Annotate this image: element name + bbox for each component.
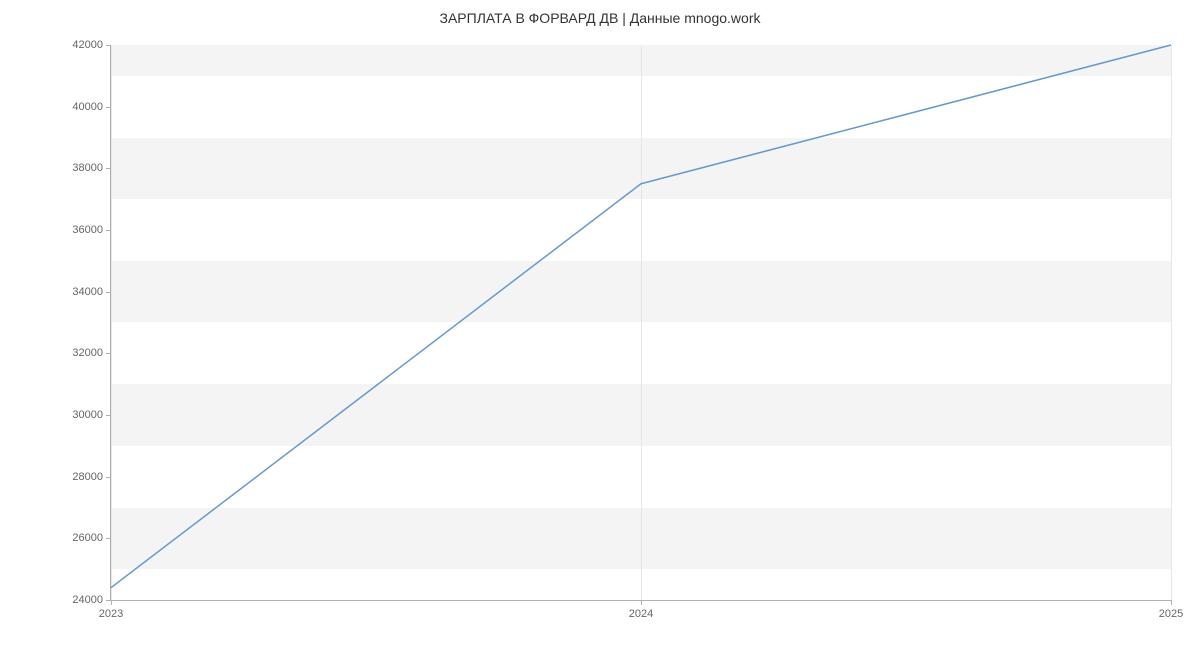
x-tick-mark [641,600,642,605]
series-svg [111,45,1171,600]
x-tick-mark [1171,600,1172,605]
line-chart: ЗАРПЛАТА В ФОРВАРД ДВ | Данные mnogo.wor… [0,0,1200,650]
x-tick-mark [111,600,112,605]
chart-title: ЗАРПЛАТА В ФОРВАРД ДВ | Данные mnogo.wor… [0,0,1200,26]
series-line [111,45,1171,588]
plot-area: 2400026000280003000032000340003600038000… [110,45,1171,601]
x-gridline [1171,45,1172,600]
